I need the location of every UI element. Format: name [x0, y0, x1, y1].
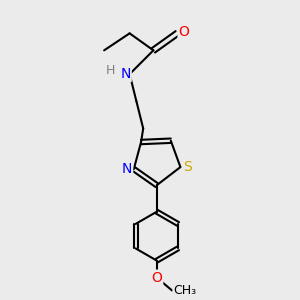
- Text: O: O: [178, 25, 189, 39]
- Text: H: H: [106, 64, 116, 77]
- Text: N: N: [120, 67, 131, 81]
- Text: O: O: [152, 271, 162, 285]
- Text: N: N: [122, 162, 132, 176]
- Text: S: S: [183, 160, 192, 174]
- Text: CH₃: CH₃: [173, 284, 196, 297]
